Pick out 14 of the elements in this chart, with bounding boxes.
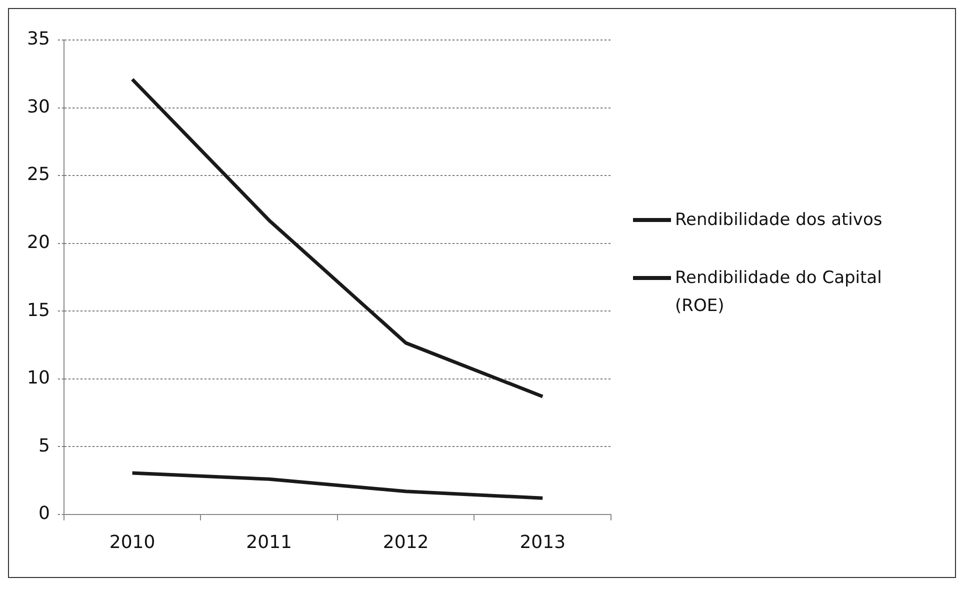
x-tick-label: 2010 — [109, 532, 156, 553]
x-tick-label: 2013 — [520, 532, 566, 553]
x-tick-label: 2012 — [382, 532, 429, 553]
y-tick-label: 10 — [27, 368, 50, 389]
y-tick-label: 5 — [38, 435, 50, 456]
y-tick-label: 20 — [27, 232, 50, 253]
y-tick-label: 0 — [38, 503, 50, 524]
y-tick-label: 30 — [27, 96, 50, 118]
x-tick-label: 2011 — [246, 532, 292, 553]
y-tick-label: 35 — [27, 28, 50, 50]
y-tick-label: 15 — [27, 300, 50, 321]
y-tick-label: 25 — [27, 164, 50, 186]
legend-label: Rendibilidade do Capital (ROE) — [675, 267, 883, 318]
legend-label: Rendibilidade dos ativos — [675, 209, 884, 232]
